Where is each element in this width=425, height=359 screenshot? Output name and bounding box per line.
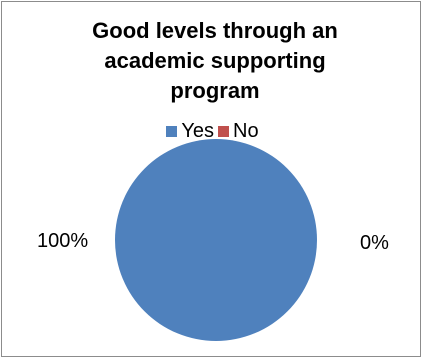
chart-title-line-1: Good levels through an: [92, 18, 338, 43]
chart-title: Good levels through an academic supporti…: [60, 16, 370, 106]
legend-label-yes: Yes: [181, 120, 215, 142]
chart-legend: Yes No: [0, 120, 425, 143]
legend-swatch-no: [218, 126, 230, 137]
chart-title-line-2: academic supporting: [104, 48, 326, 73]
legend-item-no: No: [218, 120, 259, 143]
legend-swatch-yes: [166, 126, 178, 137]
chart-title-line-3: program: [170, 78, 260, 103]
data-label-no: 0%: [360, 232, 389, 254]
legend-item-yes: Yes: [166, 120, 214, 143]
data-label-yes: 100%: [37, 230, 89, 252]
legend-label-no: No: [233, 120, 259, 142]
pie-slice-yes: [115, 139, 317, 341]
